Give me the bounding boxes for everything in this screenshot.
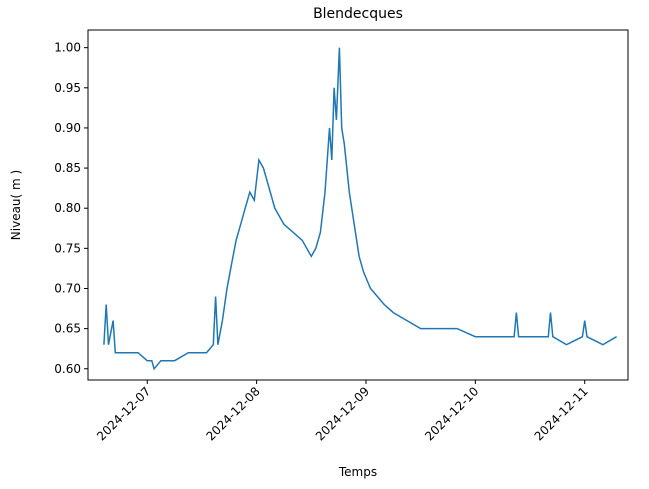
plot-frame [87,29,629,381]
y-tick-label: 0.85 [54,161,81,175]
x-tick-label: 2024-12-07 [94,384,153,443]
y-tick-label: 1.00 [54,41,81,55]
x-tick-label: 2024-12-08 [204,384,263,443]
x-tick-label: 2024-12-10 [422,384,481,443]
y-tick-label: 0.70 [54,281,81,295]
y-tick-label: 0.60 [54,362,81,376]
y-tick-label: 0.90 [54,121,81,135]
y-axis-label: Niveau( m ) [9,170,23,240]
y-tick-label: 0.75 [54,241,81,255]
x-axis-label: Temps [338,465,377,479]
y-tick-label: 0.65 [54,322,81,336]
x-tick-label: 2024-12-09 [313,384,372,443]
chart-title: Blendecques [313,6,403,22]
data-line [103,47,617,371]
y-tick-label: 0.80 [54,201,81,215]
x-tick-label: 2024-12-11 [532,384,591,443]
y-tick-label: 0.95 [54,81,81,95]
